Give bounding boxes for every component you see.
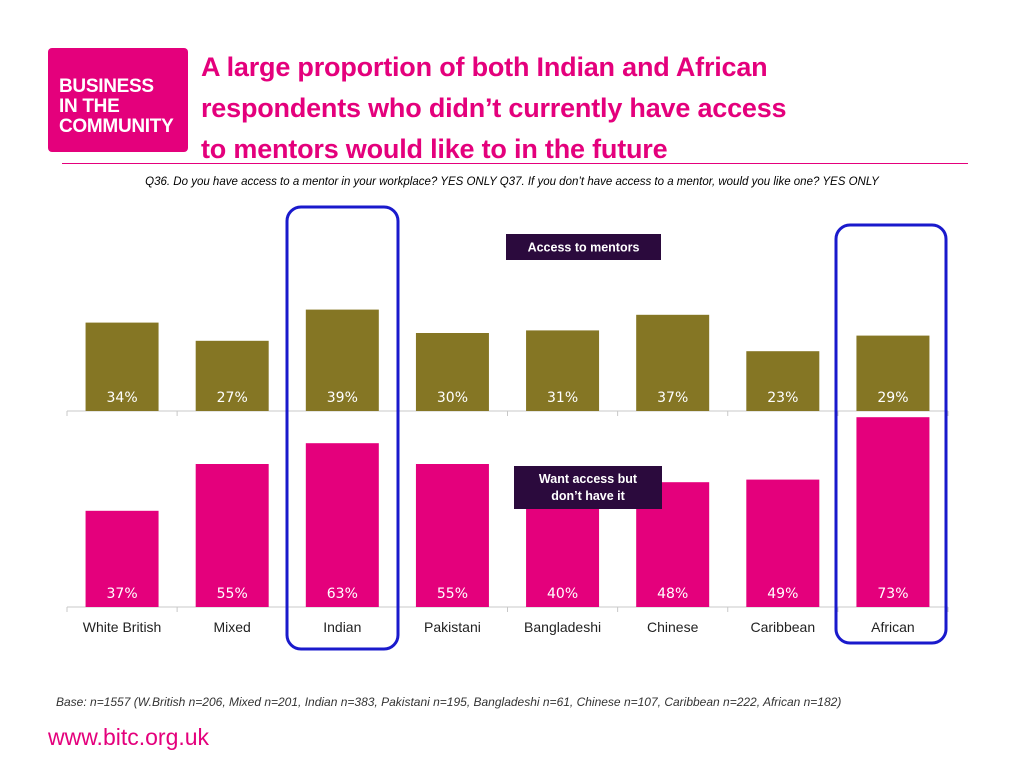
access-data-label: 39% xyxy=(327,390,358,406)
want-data-label: 48% xyxy=(657,586,688,602)
want-data-label: 40% xyxy=(547,586,578,602)
want-data-label: 37% xyxy=(107,586,138,602)
access-data-label: 30% xyxy=(437,390,468,406)
survey-question: Q36. Do you have access to a mentor in y… xyxy=(145,176,879,188)
access-series-label: Access to mentors xyxy=(528,241,640,255)
want-bar-pakistani xyxy=(415,464,489,607)
category-label: Caribbean xyxy=(751,619,816,635)
category-label: Chinese xyxy=(647,619,699,635)
title-line-1: A large proportion of both Indian and Af… xyxy=(201,52,768,82)
access-bar-mixed xyxy=(195,340,269,411)
access-bar-pakistani xyxy=(415,333,489,411)
logo-text-line-1: BUSINESS xyxy=(59,76,154,97)
logo-text-line-3: COMMUNITY xyxy=(59,116,174,137)
want-series-label: Want access but xyxy=(539,472,638,486)
highlight-frame-indian xyxy=(285,205,400,651)
access-data-label: 37% xyxy=(657,390,688,406)
category-label: African xyxy=(871,619,915,635)
want-series-label-box xyxy=(514,466,662,509)
category-label: Bangladeshi xyxy=(524,619,601,635)
category-label: White British xyxy=(83,619,162,635)
title-divider xyxy=(62,163,968,164)
access-bar-caribbean xyxy=(746,351,820,411)
access-data-label: 27% xyxy=(217,390,248,406)
website-link[interactable]: www.bitc.org.uk xyxy=(48,724,210,750)
access-bar-chinese xyxy=(636,314,710,411)
logo-text-line-2: IN THE xyxy=(59,96,120,117)
access-series-label-box xyxy=(506,234,661,260)
category-label: Indian xyxy=(323,619,361,635)
want-data-label: 49% xyxy=(767,586,798,602)
bitc-logo: BUSINESS IN THE COMMUNITY xyxy=(48,48,188,152)
access-bar-white-british xyxy=(85,322,159,411)
want-bar-white-british xyxy=(85,510,159,607)
want-bar-bangladeshi xyxy=(526,503,600,607)
access-bar-bangladeshi xyxy=(526,330,600,411)
want-data-label: 73% xyxy=(877,586,908,602)
access-bar-indian xyxy=(305,309,379,411)
want-data-label: 55% xyxy=(437,586,468,602)
category-label: Mixed xyxy=(214,619,251,635)
want-series-label: don’t have it xyxy=(551,489,625,503)
title-line-2: respondents who didn’t currently have ac… xyxy=(201,93,787,123)
base-note: Base: n=1557 (W.British n=206, Mixed n=2… xyxy=(56,695,842,709)
highlight-frame-african xyxy=(834,223,948,645)
slide-title: A large proportion of both Indian and Af… xyxy=(201,47,787,170)
want-bar-caribbean xyxy=(746,479,820,607)
want-data-label: 55% xyxy=(217,586,248,602)
access-data-label: 23% xyxy=(767,390,798,406)
want-bar-african xyxy=(856,417,930,607)
want-data-label: 63% xyxy=(327,586,358,602)
title-line-3: to mentors would like to in the future xyxy=(201,134,668,164)
want-bar-mixed xyxy=(195,464,269,607)
access-data-label: 29% xyxy=(877,390,908,406)
want-bar-indian xyxy=(305,443,379,607)
category-label: Pakistani xyxy=(424,619,481,635)
access-data-label: 34% xyxy=(107,390,138,406)
access-data-label: 31% xyxy=(547,390,578,406)
access-bar-african xyxy=(856,335,930,411)
